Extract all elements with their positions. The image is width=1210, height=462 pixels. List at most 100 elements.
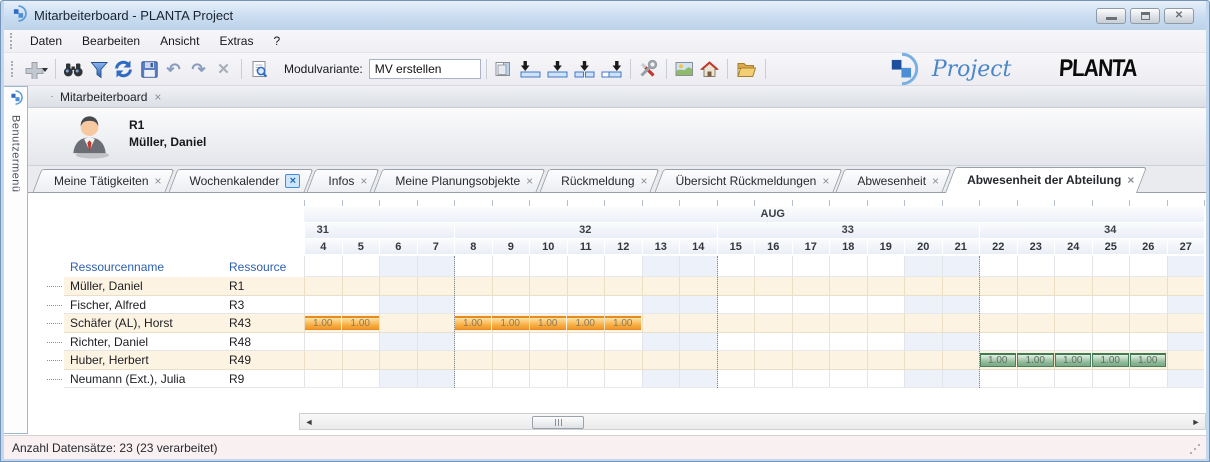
timescale-tick bbox=[791, 200, 793, 206]
menu-item-daten[interactable]: Daten bbox=[30, 34, 63, 48]
table-row-r3[interactable]: Fischer, Alfred R3 bbox=[28, 296, 304, 314]
tab-close-icon-highlighted[interactable]: × bbox=[285, 173, 301, 188]
resize-grip[interactable] bbox=[1189, 443, 1201, 455]
tab-meine-tätigkeiten[interactable]: Meine Tätigkeiten × bbox=[32, 169, 174, 192]
column-header-ressource[interactable]: Ressource bbox=[229, 260, 287, 274]
table-row-r48[interactable]: Richter, Daniel R48 bbox=[28, 333, 304, 351]
absence-bar-r43[interactable]: 1.00 bbox=[529, 316, 566, 330]
tab-close-icon[interactable]: × bbox=[154, 89, 162, 104]
restore-button[interactable] bbox=[1130, 7, 1160, 24]
filter-button[interactable] bbox=[87, 57, 110, 81]
tab-close-icon[interactable]: × bbox=[1127, 173, 1135, 187]
absence-bar-r43[interactable]: 1.00 bbox=[604, 316, 641, 330]
table-row-r9[interactable]: Neumann (Ext.), Julia R9 bbox=[28, 370, 304, 388]
title-bar[interactable]: Mitarbeiterboard - PLANTA Project ✕ bbox=[4, 1, 1206, 30]
redo-button[interactable]: ↷ bbox=[187, 57, 210, 81]
menu-item-extras[interactable]: Extras bbox=[219, 34, 254, 48]
tab-close-icon[interactable]: × bbox=[640, 173, 648, 188]
menu-item-?[interactable]: ? bbox=[273, 34, 281, 48]
tab-close-icon[interactable]: × bbox=[822, 173, 830, 188]
absence-bar-r43[interactable]: 1.00 bbox=[492, 316, 529, 330]
menubar-drag-handle[interactable] bbox=[10, 33, 15, 49]
scroll-left-icon[interactable]: ◄ bbox=[304, 416, 314, 427]
grid-cell bbox=[454, 332, 492, 351]
add-button[interactable] bbox=[22, 57, 49, 81]
grid-cell bbox=[791, 256, 829, 277]
absence-bar-r49[interactable]: 1.00 bbox=[1017, 353, 1054, 367]
tab-close-icon[interactable]: × bbox=[932, 173, 940, 188]
grid-cell bbox=[1054, 295, 1092, 314]
table-row-r1[interactable]: Müller, Daniel R1 bbox=[28, 277, 304, 296]
minimize-button[interactable] bbox=[1096, 7, 1126, 24]
grid-cell bbox=[454, 351, 492, 370]
row-background bbox=[64, 296, 304, 314]
absence-bar-r49[interactable]: 1.00 bbox=[979, 353, 1016, 367]
tab-übersicht-rückmeldungen[interactable]: Übersicht Rückmeldungen × bbox=[654, 169, 842, 192]
refresh-button[interactable] bbox=[112, 57, 135, 81]
grid-cell bbox=[941, 369, 979, 388]
menu-item-ansicht[interactable]: Ansicht bbox=[160, 34, 200, 48]
schedule-append-button[interactable] bbox=[545, 57, 570, 81]
tree-connector bbox=[47, 360, 62, 361]
scroll-right-icon[interactable]: ► bbox=[1191, 416, 1201, 427]
grid-cell bbox=[1054, 332, 1092, 351]
column-header-ressourcenname[interactable]: Ressourcenname bbox=[70, 260, 165, 274]
tab-meine-planungsobjekte[interactable]: Meine Planungsobjekte × bbox=[373, 169, 546, 192]
save-button[interactable] bbox=[137, 57, 160, 81]
horizontal-scrollbar[interactable]: ◄ ► bbox=[299, 413, 1206, 430]
schedule-split-button[interactable] bbox=[572, 57, 597, 81]
grid-cell bbox=[491, 256, 529, 277]
grid-cell bbox=[1091, 277, 1129, 296]
toolbar-drag-handle[interactable] bbox=[11, 61, 16, 77]
tools-button[interactable] bbox=[637, 57, 660, 81]
absence-bar-r43[interactable]: 1.00 bbox=[342, 316, 379, 330]
table-row-r43[interactable]: Schäfer (AL), Horst R43 bbox=[28, 314, 304, 333]
absence-bar-r49[interactable]: 1.00 bbox=[1129, 353, 1166, 367]
user-menu-dock[interactable]: Benutzermenü bbox=[4, 86, 28, 434]
grid-cell bbox=[341, 351, 379, 370]
tab-label: Meine Tätigkeiten bbox=[54, 173, 149, 188]
absence-bar-r43[interactable]: 1.00 bbox=[567, 316, 604, 330]
absence-bar-r49[interactable]: 1.00 bbox=[1092, 353, 1129, 367]
grid-cell bbox=[941, 332, 979, 351]
timescale-tick bbox=[1204, 200, 1205, 206]
close-button[interactable]: ✕ bbox=[1164, 7, 1194, 24]
grid-cell bbox=[679, 369, 717, 388]
tab-close-icon[interactable]: × bbox=[526, 173, 534, 188]
tab-infos[interactable]: Infos × bbox=[306, 169, 380, 192]
map-button[interactable] bbox=[673, 57, 696, 81]
find-button[interactable] bbox=[62, 57, 85, 81]
tab-rückmeldung[interactable]: Rückmeldung × bbox=[539, 169, 660, 192]
tab-wochenkalender[interactable]: Wochenkalender × bbox=[168, 169, 313, 192]
week-band bbox=[979, 223, 1204, 238]
menu-item-bearbeiten[interactable]: Bearbeiten bbox=[82, 34, 141, 48]
schedule-insert-button[interactable] bbox=[518, 57, 543, 81]
tab-close-icon[interactable]: × bbox=[154, 173, 162, 188]
day-label: 4 bbox=[304, 239, 342, 254]
table-row-r49[interactable]: Huber, Herbert R49 bbox=[28, 351, 304, 370]
timescale-tick bbox=[754, 200, 755, 206]
folder-button[interactable] bbox=[734, 57, 759, 81]
home-button[interactable] bbox=[698, 57, 721, 81]
modulvariante-input[interactable] bbox=[368, 59, 481, 79]
absence-bar-r43[interactable]: 1.00 bbox=[304, 316, 341, 330]
scrollbar-thumb[interactable] bbox=[532, 415, 584, 429]
week-band bbox=[454, 223, 717, 238]
undo-button[interactable]: ↶ bbox=[162, 57, 185, 81]
preview-button[interactable] bbox=[248, 57, 271, 81]
delete-button[interactable]: ✕ bbox=[212, 57, 235, 81]
week-band bbox=[716, 223, 979, 238]
timescale-tick bbox=[941, 200, 943, 206]
grid-cell bbox=[979, 332, 1017, 351]
tab-abwesenheit-der-abteilung[interactable]: Abwesenheit der Abteilung × bbox=[945, 167, 1148, 193]
schedule-move-button[interactable] bbox=[599, 57, 624, 81]
grid-cell bbox=[416, 332, 454, 351]
tab-abwesenheit[interactable]: Abwesenheit × bbox=[835, 169, 952, 192]
map-icon bbox=[673, 59, 696, 79]
grid-cell bbox=[379, 256, 417, 277]
panels-button[interactable] bbox=[493, 57, 516, 81]
absence-bar-r49[interactable]: 1.00 bbox=[1054, 353, 1091, 367]
tab-mitarbeiterboard[interactable]: Mitarbeiterboard × bbox=[35, 86, 170, 107]
absence-bar-r43[interactable]: 1.00 bbox=[454, 316, 491, 330]
tab-close-icon[interactable]: × bbox=[360, 173, 368, 188]
